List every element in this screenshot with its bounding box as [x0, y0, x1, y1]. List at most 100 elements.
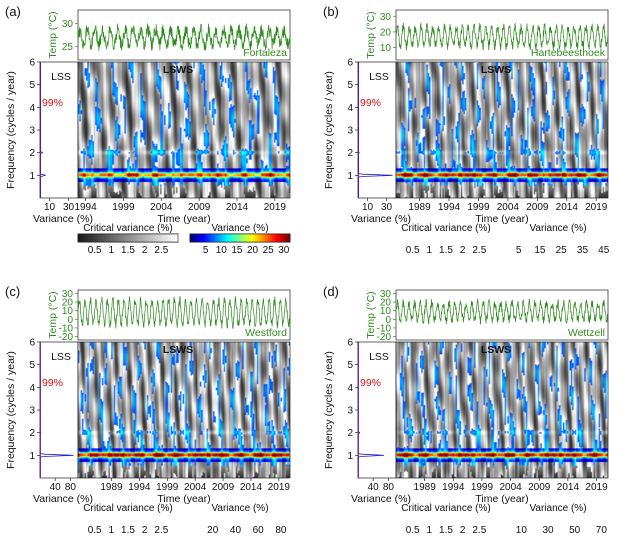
- frequency-tick-label: 5: [29, 360, 35, 371]
- frequency-tick-label: 3: [347, 406, 353, 417]
- frequency-tick-label: 1: [347, 171, 353, 182]
- frequency-tick-label: 2: [347, 428, 353, 439]
- frequency-tick-label: 3: [29, 406, 35, 417]
- time-tick-label: 2009: [188, 202, 211, 213]
- variance-colorbar-segment: [222, 234, 226, 242]
- variance-colorbar-segment: [252, 234, 256, 242]
- critical-colorbar-segment: [125, 234, 129, 242]
- time-tick-label: 2014: [240, 482, 263, 493]
- critical-colorbar-tick-label: 1: [427, 525, 433, 536]
- critical-colorbar-segment: [118, 234, 121, 242]
- variance-tick-label: 80: [65, 482, 77, 493]
- variance-colorbar-title: Variance (%): [211, 223, 268, 234]
- variance-colorbar-segment: [270, 234, 273, 242]
- time-tick-label: 2014: [557, 482, 580, 493]
- variance-colorbar-segment: [197, 234, 201, 242]
- critical-colorbar-segment: [83, 234, 86, 242]
- colorbars: Critical variance (%) 0.5 1 1.5 2 2.5 Variance…: [83, 503, 287, 536]
- lsws-heatmap: LSWS 1989 1994 1999 2004 2009 2014 2019 Time (ye…: [395, 341, 609, 505]
- time-tick-label: 2004: [150, 202, 173, 213]
- variance-colorbar-segment: [257, 234, 261, 242]
- critical-colorbar-segment: [115, 234, 119, 242]
- variance-colorbar-tick-label: 45: [598, 245, 610, 256]
- variance-colorbar-segment: [217, 234, 221, 242]
- confidence-label: 99%: [42, 97, 63, 109]
- variance-colorbar-segment: [195, 234, 198, 242]
- variance-colorbar-segment: [280, 234, 283, 242]
- lss-title: LSS: [51, 351, 71, 363]
- frequency-tick-label: 3: [347, 126, 353, 137]
- panel-4: (d)Frequency (cycles / year)-20-10010203…: [323, 284, 609, 536]
- variance-colorbar-segment: [220, 234, 223, 242]
- variance-tick-label: 10: [44, 202, 56, 213]
- time-tick-label: 1999: [467, 202, 490, 213]
- variance-colorbar-segment: [265, 234, 268, 242]
- lss-frame: [39, 61, 79, 199]
- temperature-tick-label: -20: [59, 332, 74, 343]
- critical-colorbar-title: Critical variance (%): [83, 223, 172, 234]
- confidence-label: 99%: [42, 377, 63, 389]
- lsws-image: [396, 342, 608, 478]
- critical-colorbar-segment: [98, 234, 101, 242]
- critical-colorbar-segment: [113, 234, 116, 242]
- variance-colorbar-segment: [192, 234, 196, 242]
- lsws-heatmap: LSWS 1994 1999 2004 2009 2014 2019 Time (year): [74, 61, 291, 225]
- critical-colorbar-segment: [150, 234, 154, 242]
- variance-colorbar-tick-label: 60: [253, 525, 265, 536]
- critical-colorbar-segment: [93, 234, 96, 242]
- critical-colorbar-segment: [105, 234, 109, 242]
- time-tick-label: 1999: [156, 482, 179, 493]
- temperature-tick-label: 30: [380, 289, 392, 300]
- critical-colorbar-segment: [95, 234, 99, 242]
- variance-colorbar-segment: [235, 234, 238, 242]
- critical-colorbar-segment: [108, 234, 111, 242]
- temperature-tick-label: 30: [62, 19, 74, 30]
- time-tick-label: 1994: [442, 482, 465, 493]
- lsws-heatmap: LSWS 1989 1994 1999 2004 2009 2014 2019 Time (ye…: [395, 61, 609, 225]
- time-axis-label: Time (year): [157, 213, 210, 225]
- critical-colorbar-segment: [160, 234, 164, 242]
- frequency-tick-label: 1: [29, 451, 35, 462]
- frequency-tick-label: 2: [29, 428, 35, 439]
- variance-colorbar-segment: [210, 234, 213, 242]
- time-tick-label: 1989: [414, 482, 437, 493]
- critical-colorbar-segment: [143, 234, 146, 242]
- variance-tick-label: 40: [50, 482, 62, 493]
- frequency-axis-label: Frequency (cycles / year): [323, 351, 335, 469]
- variance-colorbar-tick-label: 50: [569, 525, 581, 536]
- variance-colorbar-segment: [212, 234, 216, 242]
- critical-colorbar-segment: [140, 234, 144, 242]
- critical-colorbar-segment: [175, 234, 179, 242]
- critical-colorbar-segment: [173, 234, 176, 242]
- variance-colorbar-tick-label: 10: [216, 245, 228, 256]
- variance-colorbar-segment: [230, 234, 233, 242]
- variance-colorbar-tick-label: 15: [231, 245, 243, 256]
- confidence-label: 99%: [360, 377, 381, 389]
- critical-colorbar-tick-label: 2: [142, 245, 148, 256]
- critical-colorbar-tick-label: 1.5: [121, 245, 135, 256]
- variance-colorbar-segment: [287, 234, 291, 242]
- temperature-axis-label: Temp (°C): [47, 11, 59, 58]
- time-tick-label: 2004: [497, 202, 520, 213]
- critical-colorbar-segment: [123, 234, 126, 242]
- variance-colorbar-tick-label: 70: [596, 525, 608, 536]
- variance-tick-label: 80: [383, 482, 395, 493]
- critical-colorbar-segment: [120, 234, 124, 242]
- variance-colorbar-segment: [207, 234, 211, 242]
- temperature-tick-label: -10: [377, 323, 392, 334]
- lsws-image: [396, 62, 608, 198]
- lss-spectrum: [357, 61, 393, 199]
- time-tick-label: 2004: [184, 482, 207, 493]
- critical-colorbar-title: Critical variance (%): [401, 223, 490, 234]
- variance-tick-label: 30: [63, 202, 75, 213]
- frequency-tick-label: 6: [347, 58, 353, 69]
- variance-colorbar-segment: [260, 234, 263, 242]
- time-tick-label: 1999: [471, 482, 494, 493]
- variance-colorbar-segment: [275, 234, 278, 242]
- variance-colorbar-tick-label: 5: [516, 245, 522, 256]
- critical-colorbar-tick-label: 2.5: [154, 245, 168, 256]
- variance-colorbar-segment: [227, 234, 231, 242]
